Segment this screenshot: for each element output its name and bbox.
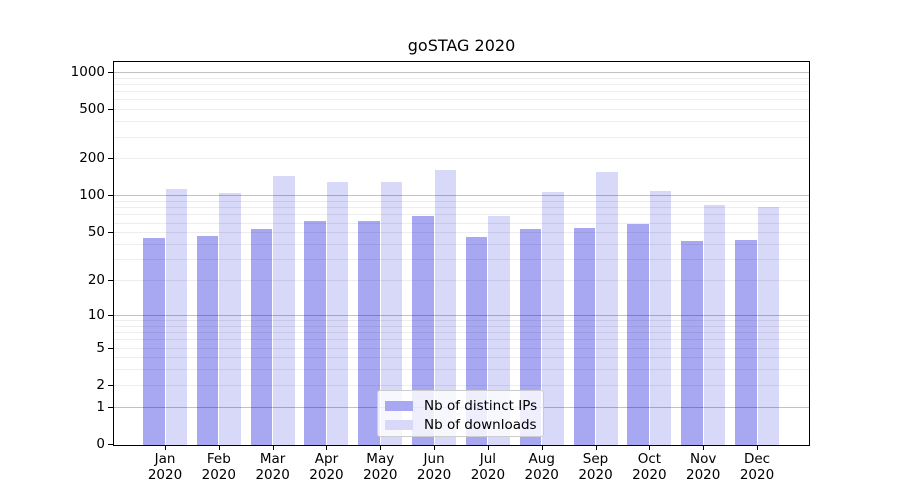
y-tick-label-2: 2 xyxy=(96,376,105,393)
x-tick-nov xyxy=(703,446,705,450)
major-gridline-1000 xyxy=(113,71,810,73)
bar-distinct-ips-dec xyxy=(735,240,757,446)
x-tick-label-dec: Dec 2020 xyxy=(739,451,775,483)
legend: Nb of distinct IPs Nb of downloads xyxy=(377,390,544,437)
x-tick-feb xyxy=(218,446,220,450)
x-tick-mar xyxy=(272,446,274,450)
y-tick-100 xyxy=(108,195,113,197)
y-tick-50 xyxy=(108,232,113,234)
plot-area xyxy=(113,61,810,446)
x-tick-may xyxy=(380,446,382,450)
bar-downloads-jul xyxy=(488,215,510,446)
bar-downloads-feb xyxy=(219,193,241,446)
bar-downloads-jan xyxy=(165,189,187,446)
y-tick-5 xyxy=(108,347,113,349)
legend-row-distinct-ips: Nb of distinct IPs xyxy=(385,396,538,415)
chart-title: goSTAG 2020 xyxy=(407,36,516,55)
y-tick-label-100: 100 xyxy=(79,187,105,204)
minor-gridline-500 xyxy=(113,109,810,111)
bar-downloads-nov xyxy=(703,205,726,446)
y-tick-2 xyxy=(108,384,113,386)
x-tick-jun xyxy=(434,446,436,450)
minor-gridline-700 xyxy=(113,91,810,93)
x-tick-label-jun: Jun 2020 xyxy=(416,451,452,483)
minor-gridline-600 xyxy=(113,99,810,101)
x-tick-label-oct: Oct 2020 xyxy=(632,451,667,483)
y-tick-label-500: 500 xyxy=(79,101,105,118)
x-tick-label-sep: Sep 2020 xyxy=(578,451,613,483)
x-tick-oct xyxy=(649,446,651,450)
minor-gridline-90 xyxy=(113,201,810,203)
bar-distinct-ips-jun xyxy=(412,215,434,446)
y-tick-20 xyxy=(108,280,113,282)
bar-distinct-ips-mar xyxy=(250,229,273,446)
bar-downloads-apr xyxy=(326,182,349,446)
bar-downloads-dec xyxy=(757,206,779,446)
bar-downloads-oct xyxy=(649,190,672,446)
major-gridline-100 xyxy=(113,195,810,197)
bar-distinct-ips-jan xyxy=(143,237,165,446)
x-tick-label-apr: Apr 2020 xyxy=(309,451,344,483)
minor-gridline-900 xyxy=(113,77,810,79)
bar-distinct-ips-oct xyxy=(627,224,649,446)
legend-label-downloads: Nb of downloads xyxy=(424,416,537,433)
legend-swatch-distinct-ips xyxy=(385,400,413,411)
y-tick-0 xyxy=(108,444,113,445)
minor-gridline-300 xyxy=(113,136,810,138)
y-tick-label-1: 1 xyxy=(96,398,105,415)
x-tick-label-may: May 2020 xyxy=(363,451,398,483)
x-tick-jan xyxy=(165,446,166,450)
y-tick-500 xyxy=(108,109,113,111)
legend-swatch-downloads xyxy=(385,419,413,430)
bar-distinct-ips-nov xyxy=(681,241,703,446)
y-tick-label-0: 0 xyxy=(96,436,105,452)
x-tick-label-jul: Jul 2020 xyxy=(470,451,506,483)
bar-distinct-ips-may xyxy=(358,220,380,446)
y-tick-label-10: 10 xyxy=(87,306,105,323)
bar-distinct-ips-apr xyxy=(304,220,326,446)
bar-downloads-mar xyxy=(273,175,295,446)
x-tick-label-aug: Aug 2020 xyxy=(524,451,559,483)
y-tick-1 xyxy=(108,406,113,408)
bar-downloads-aug xyxy=(542,191,564,446)
y-tick-10 xyxy=(108,314,113,316)
y-tick-200 xyxy=(108,158,113,160)
bar-downloads-may xyxy=(380,181,403,446)
x-tick-jul xyxy=(487,446,489,450)
y-tick-1000 xyxy=(108,71,113,73)
x-tick-dec xyxy=(757,446,758,450)
y-tick-label-20: 20 xyxy=(87,272,105,289)
y-tick-label-5: 5 xyxy=(96,339,105,356)
y-tick-label-50: 50 xyxy=(87,224,105,241)
x-tick-sep xyxy=(595,446,597,450)
bar-downloads-jun xyxy=(434,170,457,446)
bar-downloads-sep xyxy=(596,172,618,446)
legend-row-downloads: Nb of downloads xyxy=(385,415,537,434)
x-tick-label-jan: Jan 2020 xyxy=(147,451,183,483)
bar-distinct-ips-feb xyxy=(196,235,219,446)
minor-gridline-800 xyxy=(113,83,810,85)
x-tick-apr xyxy=(326,446,328,450)
bar-distinct-ips-sep xyxy=(573,228,596,446)
x-tick-label-mar: Mar 2020 xyxy=(255,451,290,483)
y-tick-label-200: 200 xyxy=(79,150,105,167)
x-tick-label-nov: Nov 2020 xyxy=(685,451,721,483)
x-tick-aug xyxy=(541,446,543,450)
x-tick-label-feb: Feb 2020 xyxy=(201,451,236,483)
legend-label-distinct-ips: Nb of distinct IPs xyxy=(424,397,538,414)
minor-gridline-400 xyxy=(113,121,810,123)
minor-gridline-200 xyxy=(113,158,810,160)
y-tick-label-1000: 1000 xyxy=(70,63,105,80)
